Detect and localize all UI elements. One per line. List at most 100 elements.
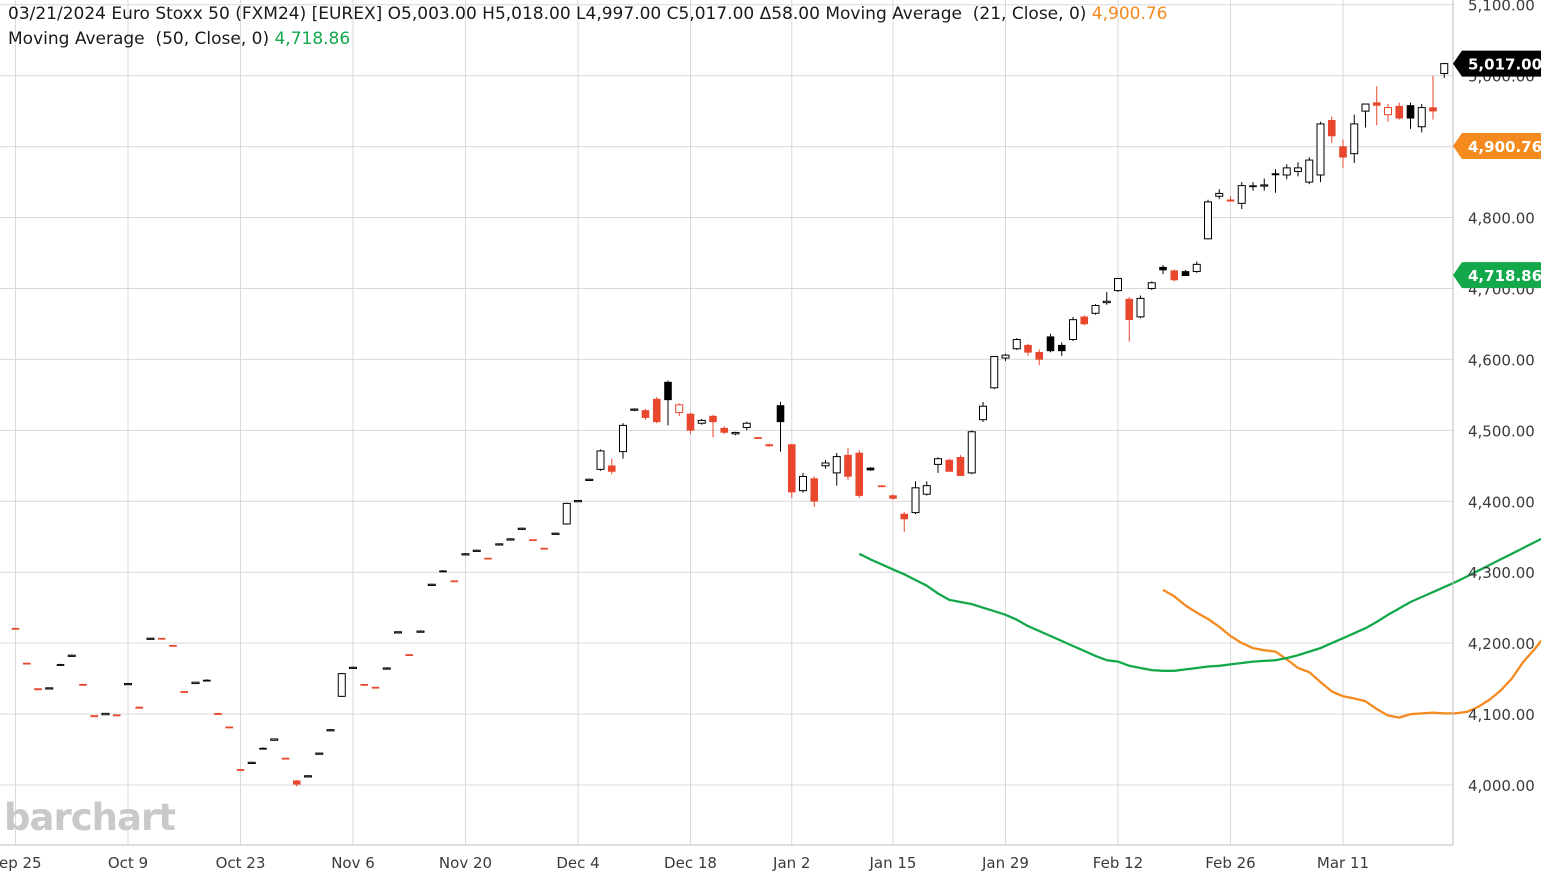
candle-body bbox=[247, 761, 256, 765]
candle bbox=[855, 450, 864, 498]
candle bbox=[506, 538, 515, 541]
candle bbox=[697, 418, 706, 425]
candle bbox=[1249, 182, 1257, 191]
candle-body bbox=[157, 637, 166, 640]
candle bbox=[146, 637, 155, 640]
candle-body bbox=[810, 478, 819, 502]
candle-body bbox=[1125, 298, 1134, 320]
candle-body bbox=[844, 454, 852, 477]
candle bbox=[1080, 315, 1089, 326]
candle bbox=[517, 527, 526, 530]
candle bbox=[675, 403, 684, 417]
candle bbox=[1361, 103, 1370, 128]
candle bbox=[1260, 178, 1269, 191]
y-tick-label: 4,200.00 bbox=[1468, 635, 1535, 653]
candle bbox=[259, 747, 267, 750]
candle-body bbox=[1417, 107, 1426, 128]
candle bbox=[135, 706, 144, 709]
candle bbox=[596, 449, 605, 471]
candle bbox=[1316, 121, 1325, 183]
candle-body bbox=[382, 667, 391, 670]
candle-body bbox=[236, 769, 245, 771]
candle-body bbox=[1181, 271, 1190, 276]
candle bbox=[1395, 102, 1404, 120]
candle-body bbox=[1429, 107, 1437, 112]
candle bbox=[382, 667, 391, 670]
candle bbox=[877, 484, 886, 488]
candle-body bbox=[1136, 297, 1145, 318]
candle-body bbox=[799, 475, 807, 492]
ma50-price-tag: 4,718.86 bbox=[1453, 262, 1541, 289]
candle bbox=[1271, 169, 1280, 193]
candle-body bbox=[1001, 354, 1010, 359]
chart-header-line-2: Moving Average (50, Close, 0) 4,718.86 bbox=[8, 29, 350, 49]
candle bbox=[292, 780, 301, 787]
candle-body bbox=[911, 487, 920, 514]
candle bbox=[1035, 349, 1044, 366]
candle bbox=[1024, 343, 1032, 356]
candle-body bbox=[1271, 173, 1280, 176]
candle-body bbox=[1057, 344, 1066, 352]
ma21-price-tag: 4,900.76 bbox=[1453, 133, 1541, 160]
candle-body bbox=[776, 405, 785, 423]
candle bbox=[1215, 189, 1224, 200]
x-tick-label: Oct 23 bbox=[216, 854, 266, 872]
candle-body bbox=[1361, 103, 1370, 112]
ma21-label: Moving Average (21, Close, 0) bbox=[825, 4, 1087, 24]
candle bbox=[585, 478, 594, 481]
candle bbox=[641, 409, 650, 420]
candle bbox=[765, 443, 774, 447]
candle-body bbox=[450, 580, 459, 583]
candle bbox=[450, 580, 459, 583]
candle-body bbox=[934, 458, 942, 465]
candle-body bbox=[506, 538, 515, 541]
candle bbox=[191, 681, 200, 685]
candle-body bbox=[956, 456, 965, 477]
candle bbox=[326, 728, 335, 732]
candle bbox=[360, 683, 369, 686]
candle bbox=[1226, 196, 1235, 202]
candle bbox=[664, 380, 672, 426]
candle bbox=[1069, 316, 1077, 341]
candle-body bbox=[259, 747, 267, 750]
candle bbox=[922, 481, 931, 496]
candle-body bbox=[765, 444, 774, 447]
candle bbox=[315, 752, 324, 755]
candle-body bbox=[1102, 300, 1111, 304]
candle bbox=[1440, 62, 1449, 78]
candle-body bbox=[1035, 352, 1044, 360]
candle-body bbox=[1159, 266, 1167, 271]
candle-body bbox=[990, 356, 999, 389]
candle-body bbox=[180, 691, 189, 693]
x-tick-label: Nov 20 bbox=[439, 854, 492, 872]
candle bbox=[1001, 353, 1010, 361]
candle-body bbox=[1069, 319, 1077, 341]
y-tick-label: 4,600.00 bbox=[1468, 351, 1535, 369]
candle bbox=[1350, 114, 1359, 163]
candle-body bbox=[619, 424, 627, 453]
candle bbox=[945, 458, 954, 472]
candle bbox=[1406, 102, 1415, 129]
candle-body bbox=[900, 513, 909, 520]
candle bbox=[11, 627, 20, 630]
candle-body bbox=[979, 405, 987, 421]
candle-body bbox=[101, 712, 110, 716]
candle-body bbox=[495, 543, 504, 546]
candle bbox=[934, 457, 942, 473]
candle bbox=[461, 553, 470, 556]
x-tick-label: Jan 29 bbox=[981, 854, 1029, 872]
candle bbox=[844, 448, 852, 480]
candle-body bbox=[90, 715, 99, 718]
candle-body bbox=[641, 410, 650, 418]
y-tick-label: 4,300.00 bbox=[1468, 564, 1535, 582]
candle bbox=[1294, 162, 1302, 177]
x-tick-label: Feb 26 bbox=[1205, 854, 1255, 872]
candle bbox=[1012, 338, 1021, 351]
candle bbox=[1091, 304, 1100, 315]
candle bbox=[990, 355, 999, 390]
candle-body bbox=[742, 422, 751, 428]
candle-body bbox=[79, 683, 87, 686]
candle-body bbox=[225, 726, 234, 729]
